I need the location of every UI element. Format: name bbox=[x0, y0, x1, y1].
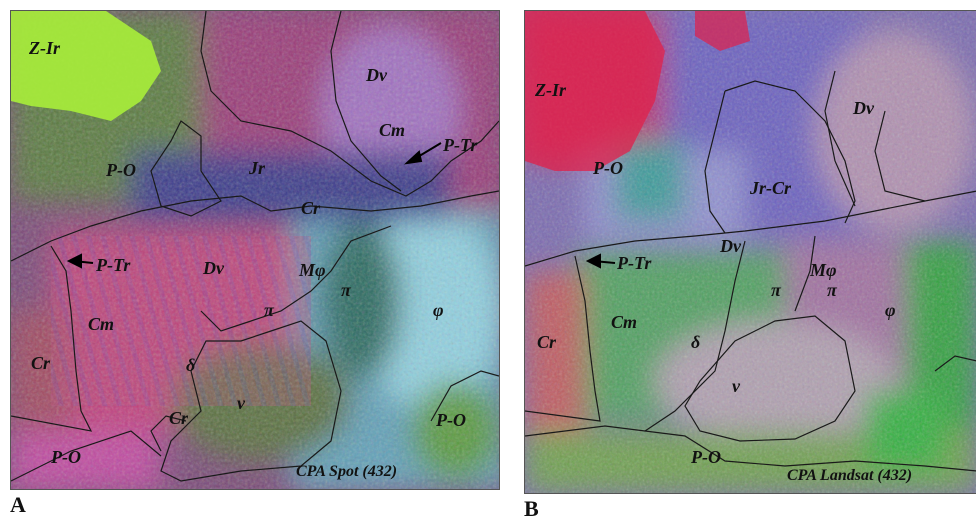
image-caption: CPA Spot (432) bbox=[296, 463, 398, 480]
unit-label: ν bbox=[732, 376, 740, 396]
unit-label: Mφ bbox=[299, 260, 326, 280]
unit-label: Z-Ir bbox=[535, 80, 566, 100]
image-caption: CPA Landsat (432) bbox=[787, 467, 913, 484]
unit-label: Dv bbox=[853, 98, 874, 118]
unit-label: φ bbox=[885, 300, 896, 320]
unit-label: P-Tr bbox=[443, 135, 478, 155]
panel-label-b: B bbox=[524, 496, 539, 521]
unit-label: Cr bbox=[31, 353, 51, 373]
unit-label: Cr bbox=[169, 408, 189, 428]
unit-label: π bbox=[827, 280, 837, 300]
satellite-panel-b: Z-Ir P-O Jr-Cr Dv Dv P-Tr Mφ π π φ Cm Cr… bbox=[524, 10, 976, 494]
unit-label: Jr-Cr bbox=[750, 178, 792, 198]
unit-label: P-O bbox=[106, 160, 136, 180]
unit-label: Jr bbox=[249, 158, 266, 178]
unit-label: Cm bbox=[611, 312, 638, 332]
panel-label-a: A bbox=[10, 492, 26, 517]
unit-label: ν bbox=[237, 393, 245, 413]
unit-label: P-Tr bbox=[617, 253, 652, 273]
unit-label: π bbox=[771, 280, 781, 300]
unit-label: Z-Ir bbox=[29, 38, 60, 58]
unit-label: Dv bbox=[720, 236, 741, 256]
unit-label: P-O bbox=[691, 447, 721, 467]
unit-label: Cm bbox=[88, 314, 115, 334]
unit-label: P-O bbox=[593, 158, 623, 178]
unit-label: P-Tr bbox=[96, 255, 131, 275]
unit-label: δ bbox=[691, 332, 701, 352]
landsat-image-b bbox=[525, 11, 976, 493]
unit-label: π bbox=[264, 300, 274, 320]
unit-label: Dv bbox=[203, 258, 224, 278]
unit-label: Cr bbox=[301, 198, 321, 218]
unit-label: π bbox=[341, 280, 351, 300]
unit-label: Mφ bbox=[810, 260, 837, 280]
unit-label: δ bbox=[186, 355, 196, 375]
unit-label: P-O bbox=[436, 410, 466, 430]
unit-label: Dv bbox=[366, 65, 387, 85]
unit-label: Cm bbox=[379, 120, 406, 140]
spot-image-a bbox=[11, 11, 499, 489]
satellite-panel-a: Z-Ir P-O Jr Dv Cm P-Tr Cr P-Tr Dv Mφ π π… bbox=[10, 10, 500, 490]
unit-label: P-O bbox=[51, 447, 81, 467]
unit-label: Cr bbox=[537, 332, 557, 352]
unit-label: φ bbox=[433, 300, 444, 320]
